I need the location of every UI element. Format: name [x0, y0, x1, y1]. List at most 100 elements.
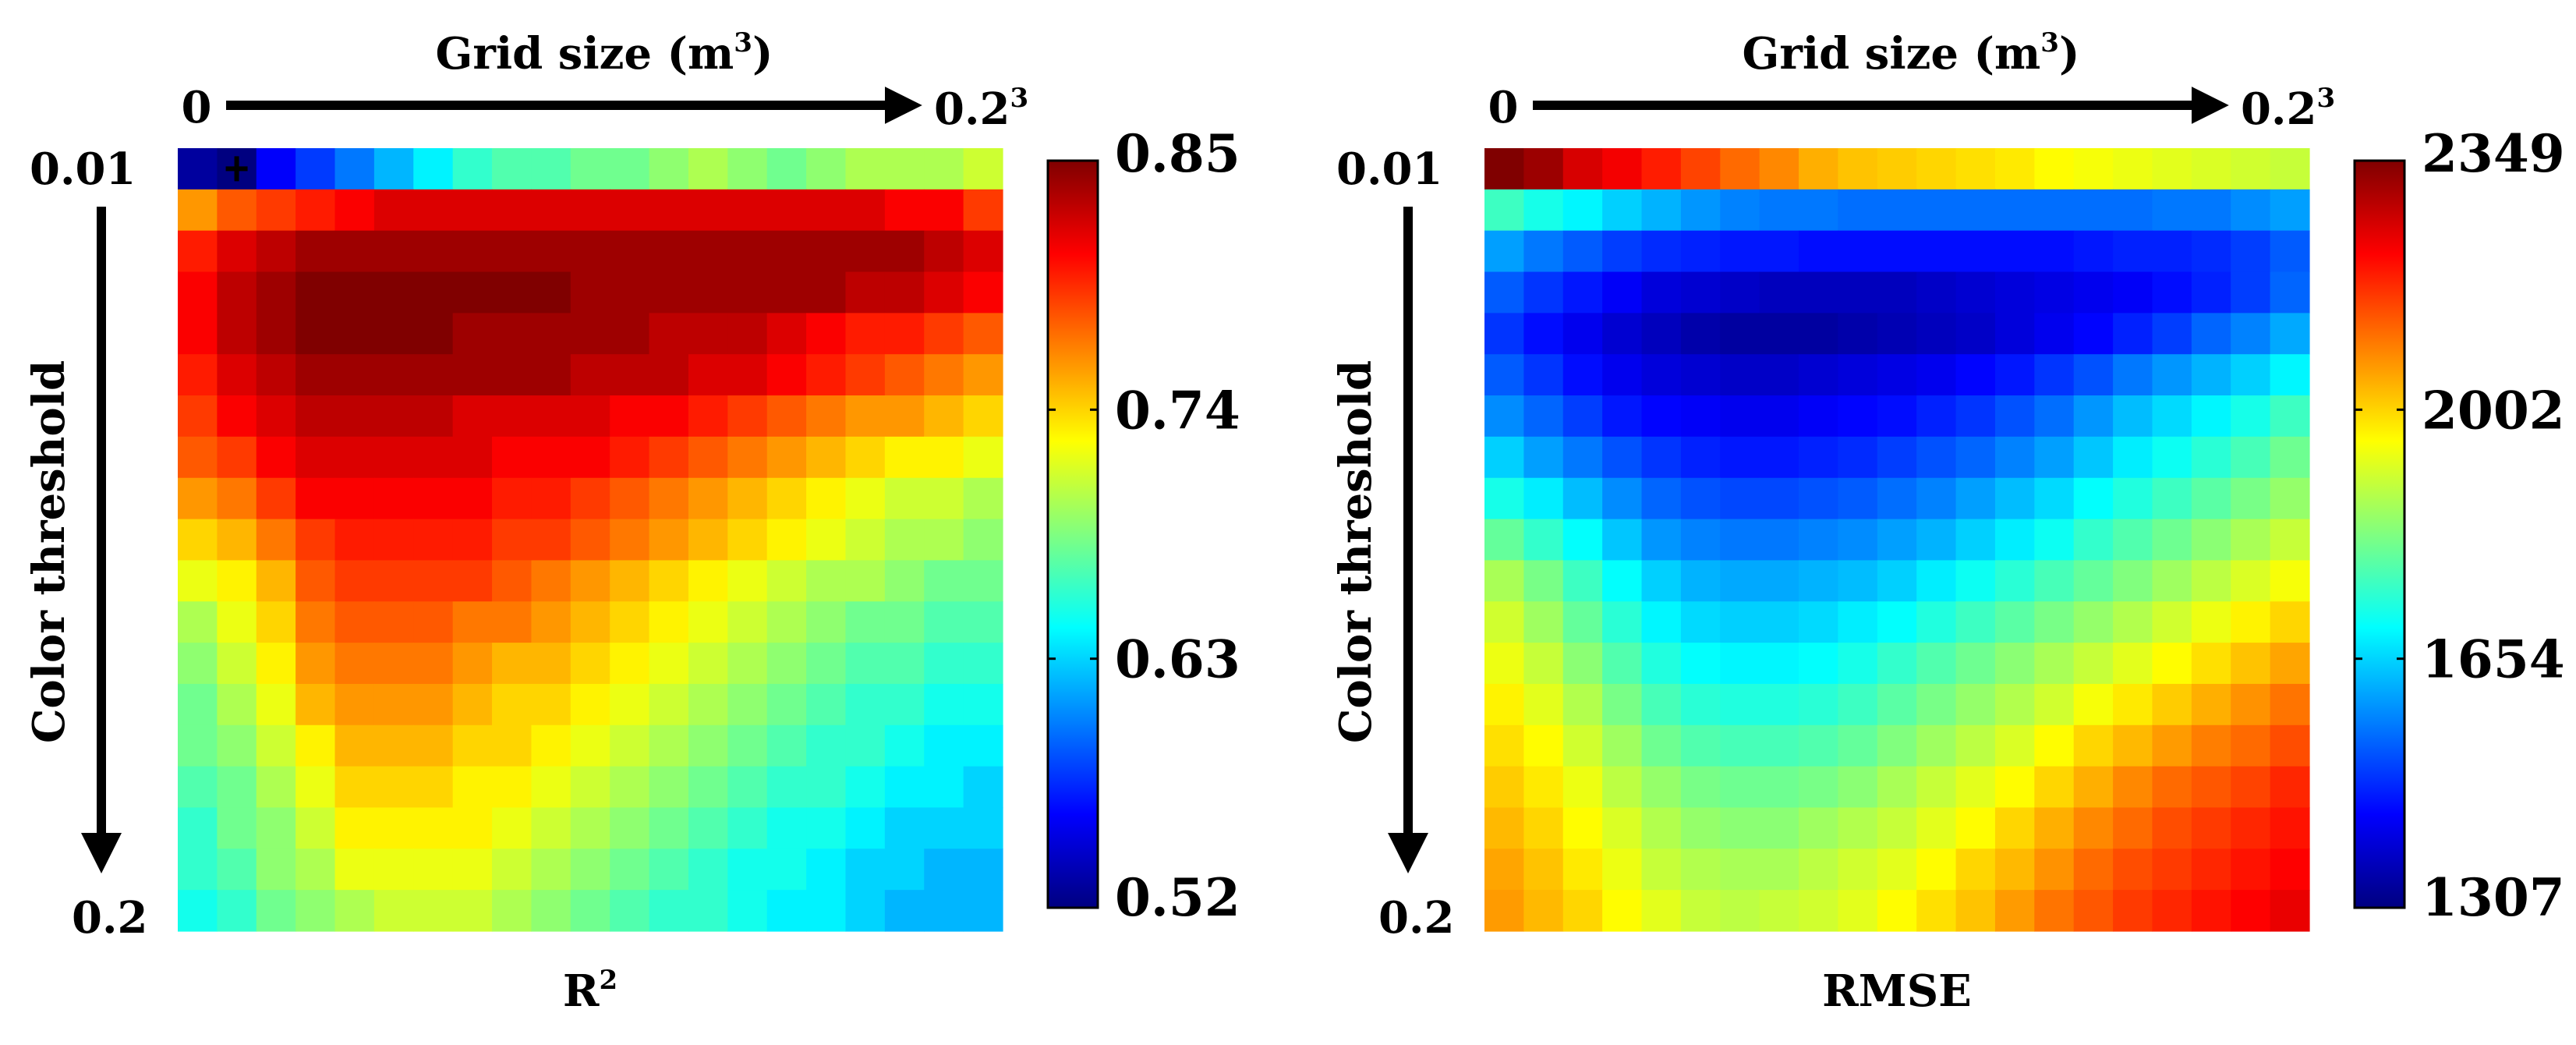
heatmap-cell	[413, 189, 454, 232]
heatmap-cell	[2270, 519, 2310, 561]
heatmap-cell	[452, 890, 493, 932]
heatmap-cell	[1916, 313, 1957, 355]
heatmap-cell	[2191, 807, 2231, 849]
heatmap-cell	[2231, 807, 2271, 849]
heatmap-cell	[492, 601, 533, 643]
heatmap-cell	[610, 519, 650, 561]
heatmap-cell	[452, 519, 493, 561]
heatmap-cell	[1680, 601, 1721, 643]
heatmap-cell	[217, 271, 257, 314]
heatmap-cell	[2113, 643, 2153, 685]
heatmap-cell	[2152, 271, 2192, 314]
heatmap-cell	[2270, 313, 2310, 355]
heatmap-cell	[1994, 766, 2035, 809]
heatmap-cell	[334, 560, 375, 602]
heatmap-cell	[217, 230, 257, 273]
heatmap-cell	[1916, 436, 1957, 479]
heatmap-cell	[2270, 848, 2310, 891]
heatmap-cell	[295, 354, 336, 396]
heatmap-cell	[1838, 643, 1878, 685]
heatmap-cell	[1799, 395, 1839, 437]
heatmap-cell	[1523, 848, 1564, 891]
heatmap-cell	[1680, 230, 1721, 273]
heatmap-cell	[1799, 683, 1839, 726]
heatmap-cell	[1994, 890, 2035, 932]
heatmap-cell	[924, 643, 964, 685]
heatmap-cell	[1916, 271, 1957, 314]
heatmap-cell	[1484, 807, 1524, 849]
heatmap-cell	[2152, 766, 2192, 809]
heatmap-cell	[570, 477, 610, 520]
heatmap-cell	[2113, 189, 2153, 232]
heatmap-cell	[334, 395, 375, 437]
heatmap-cell	[2034, 395, 2075, 437]
heatmap-cell	[2191, 643, 2231, 685]
heatmap-cell	[924, 148, 964, 190]
heatmap-cell	[1994, 848, 2035, 891]
heatmap-cell	[2152, 683, 2192, 726]
heatmap-cell	[806, 766, 847, 809]
heatmap-cell	[295, 890, 336, 932]
colorbar-tick-label: 2002	[2422, 380, 2565, 441]
heatmap-cell	[1523, 354, 1564, 396]
heatmap-cell	[727, 724, 768, 767]
heatmap-cell	[1641, 848, 1682, 891]
heatmap-cell	[1484, 230, 1524, 273]
heatmap-cell	[924, 313, 964, 355]
heatmap-cell	[531, 230, 571, 273]
heatmap-cell	[2191, 601, 2231, 643]
heatmap-cell	[1799, 230, 1839, 273]
heatmap-cell	[1916, 519, 1957, 561]
heatmap-cell	[2152, 890, 2192, 932]
heatmap-cell	[610, 395, 650, 437]
heatmap-cell	[295, 148, 336, 190]
heatmap-cell	[1994, 436, 2035, 479]
heatmap-cell	[766, 477, 807, 520]
heatmap-cell	[1602, 560, 1643, 602]
heatmap-cell	[924, 601, 964, 643]
heatmap-cell	[1720, 313, 1760, 355]
heatmap-cell	[2034, 519, 2075, 561]
heatmap-cell	[1994, 271, 2035, 314]
y-axis-label: Color threshold	[23, 360, 75, 743]
heatmap-cell	[688, 189, 728, 232]
heatmap-cell	[413, 643, 454, 685]
heatmap-cell	[1759, 643, 1799, 685]
heatmap-cell	[1720, 643, 1760, 685]
heatmap-cell	[845, 560, 886, 602]
heatmap-cell	[178, 395, 218, 437]
heatmap-cell	[2113, 436, 2153, 479]
heatmap-cell	[531, 271, 571, 314]
heatmap-cell	[1955, 395, 1996, 437]
heatmap-cell	[570, 601, 610, 643]
heatmap-cell	[1759, 519, 1799, 561]
heatmap-cell	[1916, 683, 1957, 726]
heatmap-cell	[531, 189, 571, 232]
heatmap-cell	[1955, 724, 1996, 767]
heatmap-cell	[884, 643, 925, 685]
heatmap-cell	[413, 807, 454, 849]
heatmap-cell	[178, 848, 218, 891]
heatmap-cell	[1562, 643, 1603, 685]
heatmap-cell	[2073, 436, 2114, 479]
heatmap-cell	[492, 271, 533, 314]
heatmap-cell	[570, 807, 610, 849]
heatmap-cell	[806, 271, 847, 314]
heatmap-cell	[1799, 189, 1839, 232]
heatmap-cell	[295, 395, 336, 437]
heatmap-cell	[1916, 766, 1957, 809]
heatmap-cell	[1955, 189, 1996, 232]
heatmap-cell	[492, 230, 533, 273]
heatmap-cell	[727, 189, 768, 232]
heatmap-cell	[413, 519, 454, 561]
heatmap-cell	[2034, 683, 2075, 726]
heatmap-cell	[373, 766, 414, 809]
heatmap-cell	[2073, 724, 2114, 767]
heatmap-cell	[2191, 848, 2231, 891]
heatmap-cell	[1523, 519, 1564, 561]
heatmap-cell	[452, 643, 493, 685]
heatmap-cell	[217, 848, 257, 891]
heatmap-cell	[845, 601, 886, 643]
heatmap-cell	[452, 313, 493, 355]
heatmap-cell	[217, 395, 257, 437]
